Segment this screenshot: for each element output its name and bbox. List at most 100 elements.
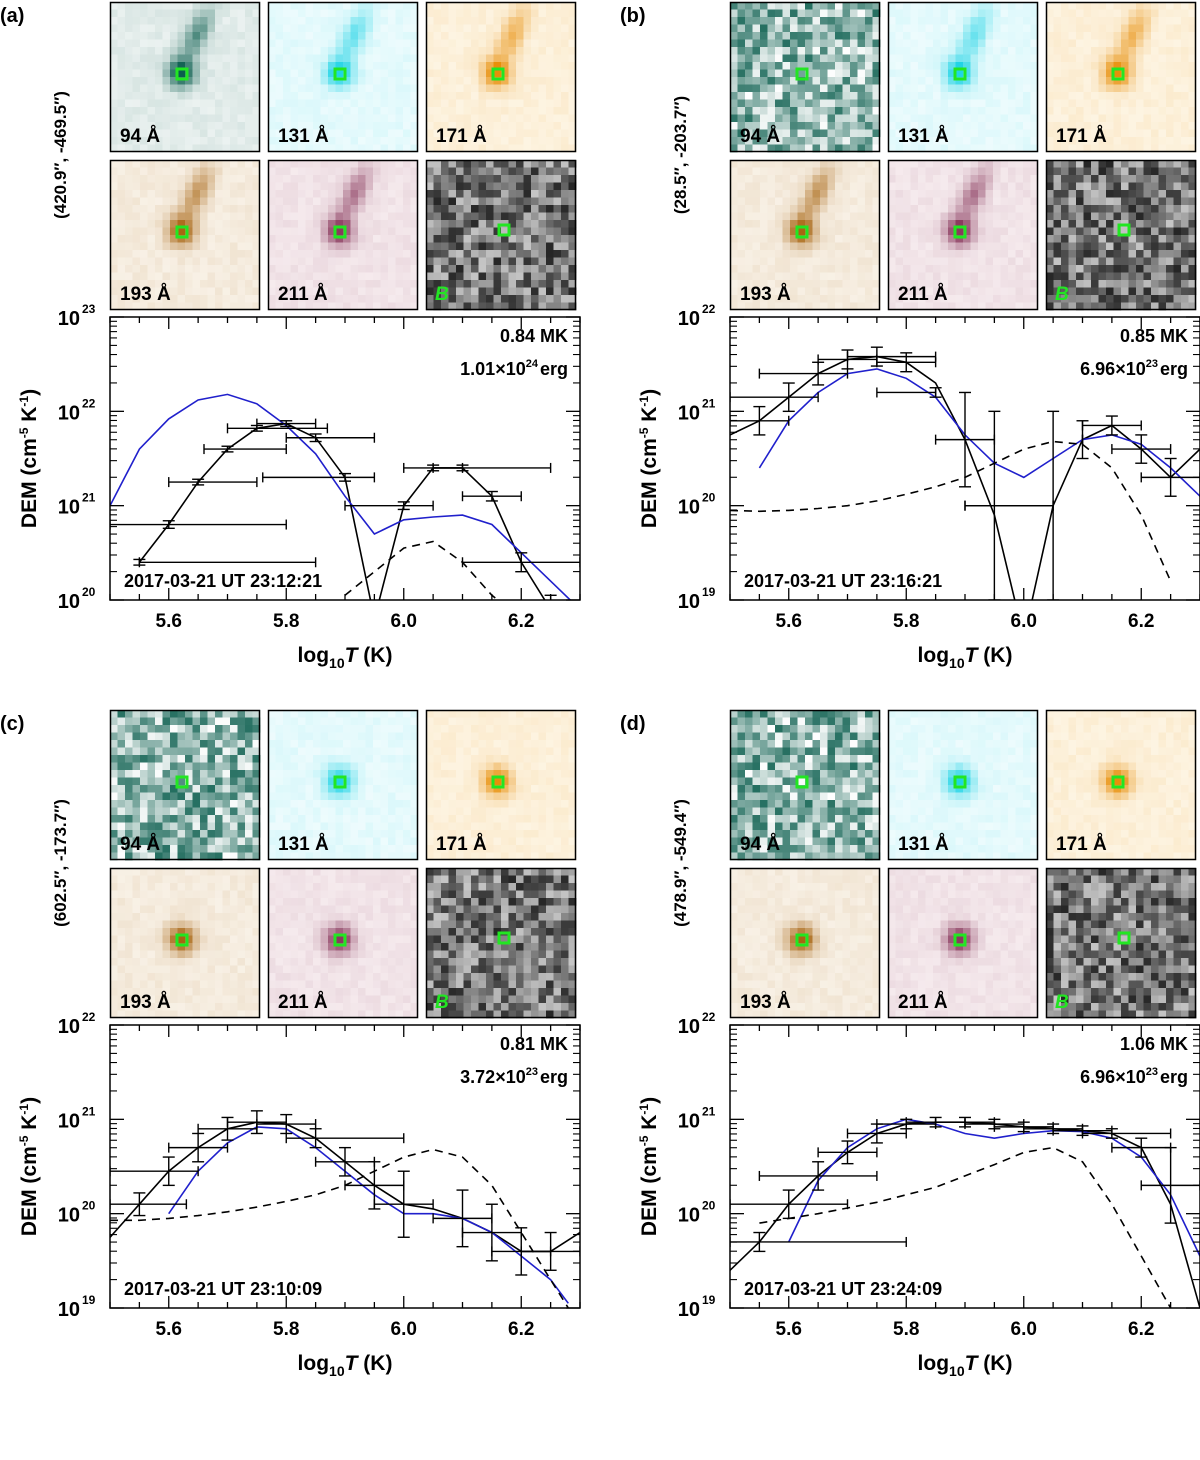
image-pixel xyxy=(252,9,261,18)
image-pixel xyxy=(192,220,201,228)
image-pixel xyxy=(903,175,911,183)
image-pixel xyxy=(207,257,216,266)
image-pixel xyxy=(1151,107,1159,115)
image-pixel xyxy=(1106,235,1114,243)
image-pixel xyxy=(147,77,156,85)
image-pixel xyxy=(940,69,949,78)
image-pixel xyxy=(933,9,941,18)
magnetogram-label: B xyxy=(435,284,449,305)
image-pixel xyxy=(358,295,366,303)
image-pixel xyxy=(1083,257,1092,266)
image-pixel xyxy=(775,47,783,55)
image-pixel xyxy=(1030,122,1039,130)
image-pixel xyxy=(471,9,479,18)
image-pixel xyxy=(185,47,193,55)
image-pixel xyxy=(940,205,949,213)
image-pixel xyxy=(760,227,768,236)
image-pixel xyxy=(358,47,366,55)
image-pixel xyxy=(403,107,411,115)
image-pixel xyxy=(842,32,851,40)
image-pixel xyxy=(493,220,502,228)
image-pixel xyxy=(812,287,821,296)
image-pixel xyxy=(1000,32,1009,40)
image-pixel xyxy=(1091,257,1099,266)
image-pixel xyxy=(970,84,979,93)
image-pixel xyxy=(1061,212,1069,221)
image-pixel xyxy=(155,9,163,18)
image-pixel xyxy=(162,77,171,85)
image-pixel xyxy=(948,212,956,221)
image-pixel xyxy=(1023,295,1031,303)
image-pixel xyxy=(978,69,986,78)
image-pixel xyxy=(433,54,442,63)
image-pixel xyxy=(380,242,389,251)
image-pixel xyxy=(782,227,791,236)
image-pixel xyxy=(448,137,457,145)
image-pixel xyxy=(117,69,126,78)
image-pixel xyxy=(200,54,208,63)
image-pixel xyxy=(820,9,828,18)
image-pixel xyxy=(177,302,186,311)
image-pixel xyxy=(767,302,776,311)
image-pixel xyxy=(1083,160,1092,168)
image-pixel xyxy=(320,182,329,191)
image-pixel xyxy=(350,24,359,33)
image-pixel xyxy=(993,54,1001,63)
image-pixel xyxy=(1151,302,1159,311)
image-pixel xyxy=(948,144,956,153)
image-pixel xyxy=(110,220,118,228)
image-pixel xyxy=(730,54,738,63)
image-pixel xyxy=(320,144,329,153)
image-pixel xyxy=(925,144,934,153)
image-pixel xyxy=(895,227,904,236)
image-pixel xyxy=(125,272,133,281)
image-pixel xyxy=(1061,280,1069,288)
image-pixel xyxy=(410,62,419,70)
image-pixel xyxy=(1091,175,1099,183)
image-pixel xyxy=(737,250,746,258)
image-pixel xyxy=(767,250,776,258)
image-pixel xyxy=(373,24,381,33)
image-pixel xyxy=(925,175,934,183)
image-pixel xyxy=(985,99,994,108)
image-pixel xyxy=(1113,122,1122,130)
image-pixel xyxy=(737,167,746,176)
image-pixel xyxy=(290,182,299,191)
image-pixel xyxy=(737,39,746,48)
image-pixel xyxy=(805,235,813,243)
image-pixel xyxy=(1128,242,1137,251)
image-pixel xyxy=(373,167,381,176)
image-pixel xyxy=(933,250,941,258)
image-pixel xyxy=(125,280,133,288)
image-pixel xyxy=(110,2,118,10)
image-pixel xyxy=(737,107,746,115)
image-pixel xyxy=(486,302,494,311)
image-pixel xyxy=(245,122,253,130)
image-pixel xyxy=(1046,39,1054,48)
image-pixel xyxy=(140,272,148,281)
image-pixel xyxy=(546,129,554,138)
image-pixel xyxy=(1015,220,1024,228)
image-pixel xyxy=(373,205,381,213)
image-pixel xyxy=(298,302,306,311)
image-pixel xyxy=(850,84,858,93)
image-pixel xyxy=(313,122,321,130)
image-pixel xyxy=(463,9,472,18)
image-pixel xyxy=(1106,302,1114,311)
image-pixel xyxy=(760,235,768,243)
image-pixel xyxy=(147,242,156,251)
image-pixel xyxy=(782,265,791,273)
image-pixel xyxy=(752,47,761,55)
image-pixel xyxy=(948,107,956,115)
image-pixel xyxy=(177,47,186,55)
image-pixel xyxy=(501,295,509,303)
image-pixel xyxy=(380,9,389,18)
image-pixel xyxy=(448,77,457,85)
image-pixel xyxy=(426,17,434,25)
image-pixel xyxy=(1158,205,1167,213)
image-pixel xyxy=(471,129,479,138)
image-pixel xyxy=(1098,129,1107,138)
image-pixel xyxy=(441,272,449,281)
image-pixel xyxy=(155,227,163,236)
image-pixel xyxy=(782,160,791,168)
